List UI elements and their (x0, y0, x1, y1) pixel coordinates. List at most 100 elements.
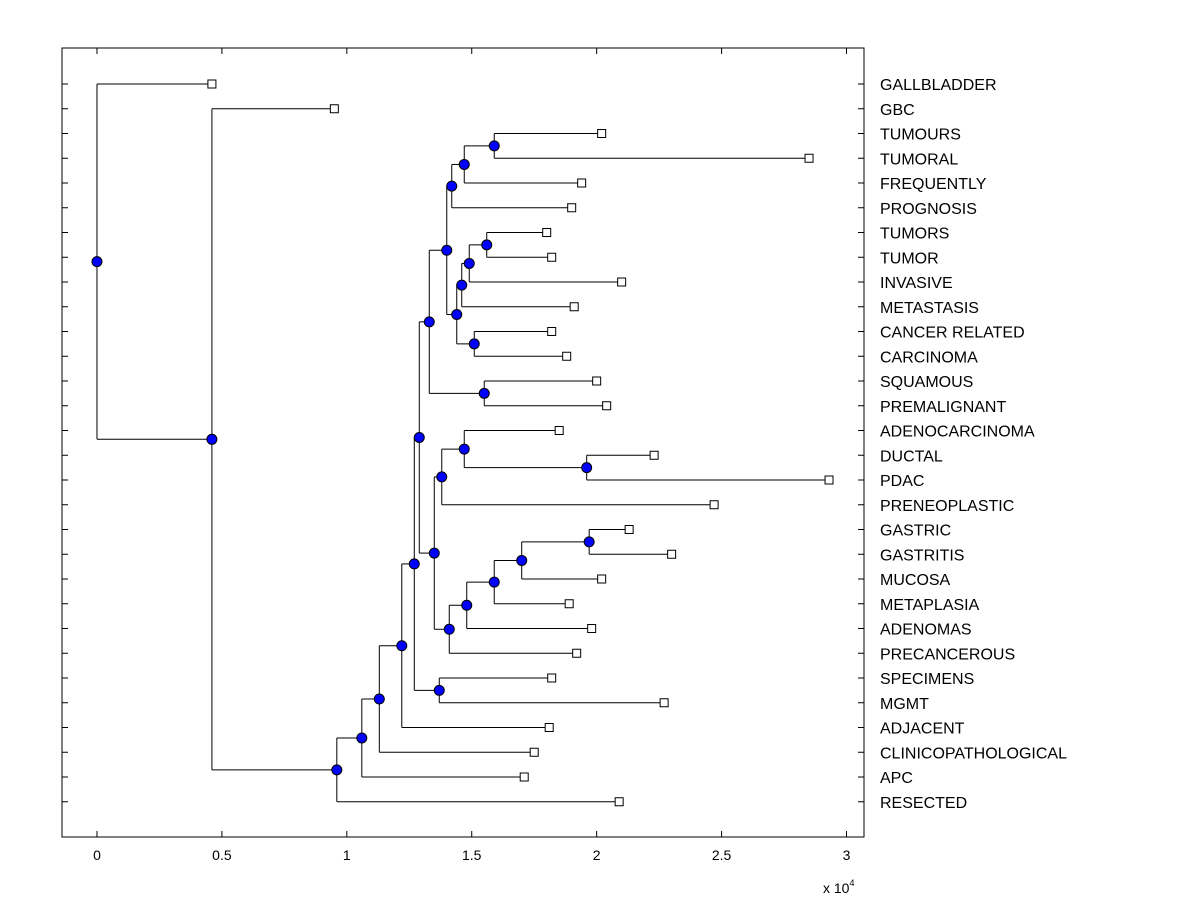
leaf-marker (572, 648, 582, 658)
leaf-label: RESECTED (880, 795, 967, 812)
leaf-label: CARCINOMA (880, 349, 978, 366)
leaf-label: MGMT (880, 696, 929, 713)
x-tick-label: 0 (93, 847, 101, 863)
leaf-marker (624, 525, 634, 534)
leaf-marker (564, 599, 574, 609)
x-tick-label: 2 (593, 847, 601, 863)
internal-node-marker (458, 158, 470, 170)
leaf-marker (592, 376, 602, 386)
leaf-label: CLINICOPATHOLOGICAL (880, 745, 1067, 762)
internal-node-marker (373, 693, 385, 705)
leaf-label: TUMORS (880, 226, 949, 243)
plot-frame (61, 47, 865, 838)
internal-node-marker (481, 239, 493, 251)
leaf-label: FREQUENTLY (880, 176, 987, 193)
leaf-label: PREMALIGNANT (880, 399, 1006, 416)
leaf-label: SQUAMOUS (880, 374, 973, 391)
leaf-marker (597, 129, 607, 138)
leaf-label: METAPLASIA (880, 597, 980, 614)
leaf-label: PDAC (880, 473, 924, 490)
internal-node-marker (433, 684, 445, 696)
leaf-label: PROGNOSIS (880, 201, 977, 218)
dendrogram-links (96, 83, 830, 803)
leaf-label: METASTASIS (880, 300, 979, 317)
internal-node-marker (461, 599, 473, 611)
internal-node-marker (488, 140, 500, 152)
leaf-label: INVASIVE (880, 275, 953, 292)
leaf-label: CANCER RELATED (880, 325, 1025, 342)
internal-node-marker (428, 547, 440, 559)
leaf-marker (597, 574, 607, 584)
leaf-marker (824, 475, 834, 485)
x-multiplier-exponent: 4 (849, 878, 854, 888)
leaf-label: APC (880, 770, 913, 787)
internal-node-marker (396, 640, 408, 652)
leaf-marker (577, 178, 587, 188)
internal-node-marker (583, 536, 595, 548)
internal-node-marker (206, 433, 218, 445)
leaf-marker (617, 277, 627, 287)
axis-ticks (62, 48, 864, 837)
leaf-label: GALLBLADDER (880, 77, 997, 94)
leaf-label: ADENOCARCINOMA (880, 424, 1035, 441)
leaf-marker (529, 747, 539, 757)
leaf-marker (547, 252, 557, 262)
internal-node-marker (423, 316, 435, 328)
leaf-marker (542, 228, 552, 237)
leaf-label: PRECANCEROUS (880, 646, 1015, 663)
internal-node-marker (488, 576, 500, 588)
internal-node-marker (91, 256, 103, 268)
leaf-label: ADJACENT (880, 721, 965, 738)
leaf-marker (569, 302, 579, 312)
leaf-marker (567, 203, 577, 213)
internal-node-marker (456, 279, 468, 291)
leaf-marker (602, 401, 612, 411)
leaf-label: GBC (880, 102, 915, 119)
leaf-marker (519, 772, 529, 782)
leaf-marker (562, 351, 572, 361)
internal-node-marker (441, 244, 453, 256)
leaf-label: MUCOSA (880, 572, 951, 589)
internal-node-marker (436, 471, 448, 483)
x-tick-label: 1 (343, 847, 351, 863)
x-tick-label: 1.5 (462, 847, 482, 863)
leaf-label: DUCTAL (880, 448, 943, 465)
leaf-marker (554, 426, 564, 435)
leaf-label: TUMOR (880, 250, 939, 267)
leaf-label: SPECIMENS (880, 671, 974, 688)
leaf-label: TUMOURS (880, 127, 961, 144)
internal-node-marker (463, 257, 475, 269)
internal-node-marker (413, 431, 425, 443)
leaf-marker (329, 104, 339, 114)
x-multiplier: x 104 (823, 878, 854, 896)
leaf-marker (659, 698, 669, 708)
x-tick-label: 0.5 (212, 847, 232, 863)
leaf-label: GASTRIC (880, 523, 951, 540)
internal-node-marker (581, 462, 593, 474)
internal-node-marker (408, 558, 420, 570)
leaf-marker (614, 797, 624, 807)
leaf-marker (547, 673, 557, 683)
leaf-marker (804, 153, 814, 163)
leaf-marker (667, 549, 677, 559)
x-tick-label: 3 (843, 847, 851, 863)
leaf-labels: GALLBLADDER GBC TUMOURS TUMORAL FREQUENTLY PR… (880, 77, 1067, 812)
leaf-marker (544, 723, 554, 732)
leaf-label: ADENOMAS (880, 622, 972, 639)
leaf-label: TUMORAL (880, 151, 958, 168)
x-multiplier-base: x 10 (823, 880, 850, 896)
leaf-label: GASTRITIS (880, 547, 964, 564)
dendrogram-markers (91, 79, 834, 807)
leaf-marker (587, 624, 597, 633)
leaf-marker (207, 79, 217, 89)
leaf-marker (709, 500, 719, 510)
internal-node-marker (446, 180, 458, 192)
internal-node-marker (443, 623, 455, 635)
x-axis-labels: 0 0.5 1 1.5 2 2.5 3 (93, 847, 851, 863)
x-tick-label: 2.5 (712, 847, 732, 863)
leaf-marker (547, 327, 557, 336)
internal-node-marker (331, 764, 343, 776)
internal-node-marker (478, 387, 490, 399)
internal-node-marker (458, 443, 470, 455)
